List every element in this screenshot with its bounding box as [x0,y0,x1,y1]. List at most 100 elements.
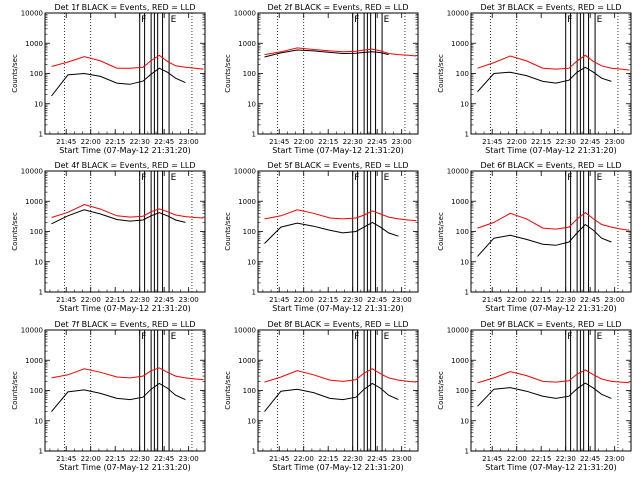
x-tick-label: 22:45 [580,138,600,146]
y-tick-label: 100 [30,70,43,78]
y-tick-label: 100 [30,387,43,395]
x-tick-label: 21:45 [269,138,289,146]
x-tick-label: 22:30 [130,296,150,304]
y-tick-label: 1000 [238,357,256,365]
panel-title: Det 6f BLACK = Events, RED = LLD [480,161,621,170]
marker-label: E [384,332,390,342]
lld-series-line [51,203,204,219]
x-axis-title: Start Time (07-May-12 21:31:20) [272,463,403,472]
plot-frame [44,170,206,293]
y-axis-label: Counts/sec [224,54,232,93]
y-axis-label: Counts/sec [11,212,19,251]
x-tick-label: 23:00 [179,138,199,146]
plot-frame [470,12,632,135]
y-axis-label: Counts/sec [437,371,445,410]
panel-title: Det 3f BLACK = Events, RED = LLD [480,3,621,12]
y-tick-label: 10000 [234,327,256,335]
marker-label: E [597,15,603,25]
x-tick-label: 22:30 [556,296,576,304]
x-tick-label: 22:30 [130,455,150,463]
plot-frame [257,170,419,293]
marker-label: F [354,15,359,25]
events-series-line [477,382,612,407]
x-axis-title: Start Time (07-May-12 21:31:20) [485,146,616,155]
y-axis-label: Counts/sec [437,54,445,93]
marker-label: F [567,173,572,183]
y-tick-label: 10000 [21,168,43,176]
x-tick-label: 23:00 [179,455,199,463]
y-tick-label: 1000 [25,357,43,365]
x-tick-label: 22:45 [154,455,174,463]
x-tick-label: 22:30 [130,138,150,146]
lld-series-line [477,211,630,231]
detector-panel: Det 2f BLACK = Events, RED = LLD Counts/s… [224,3,419,155]
x-tick-label: 22:15 [105,296,125,304]
x-tick-label: 22:30 [343,138,363,146]
y-tick-label: 100 [30,228,43,236]
x-axis-title: Start Time (07-May-12 21:31:20) [272,304,403,313]
x-axis-title: Start Time (07-May-12 21:31:20) [59,304,190,313]
detector-panel: Det 8f BLACK = Events, RED = LLD Counts/s… [224,320,419,472]
y-tick-label: 1 [252,448,256,456]
x-tick-label: 23:00 [605,138,625,146]
events-series-line [477,66,612,93]
lld-series-line [51,54,204,70]
x-tick-label: 22:30 [343,296,363,304]
x-tick-label: 22:30 [556,455,576,463]
lld-series-line [51,367,204,381]
detector-panel: Det 7f BLACK = Events, RED = LLD Counts/s… [11,320,206,472]
y-tick-label: 1 [39,448,43,456]
x-tick-label: 22:00 [81,455,101,463]
x-tick-label: 23:00 [392,455,412,463]
panel-title: Det 8f BLACK = Events, RED = LLD [267,320,408,329]
panel-title: Det 7f BLACK = Events, RED = LLD [54,320,195,329]
y-tick-label: 10 [34,258,43,266]
x-tick-label: 21:45 [269,296,289,304]
x-tick-label: 21:45 [482,138,502,146]
marker-label: F [141,173,146,183]
y-tick-label: 1000 [451,40,469,48]
x-axis-title: Start Time (07-May-12 21:31:20) [59,463,190,472]
y-tick-label: 10000 [447,10,469,18]
x-tick-label: 22:45 [154,138,174,146]
x-axis-title: Start Time (07-May-12 21:31:20) [485,463,616,472]
x-tick-label: 22:00 [81,296,101,304]
y-tick-label: 10000 [21,10,43,18]
events-series-line [264,221,399,244]
detector-panel: Det 9f BLACK = Events, RED = LLD Counts/s… [437,320,632,472]
x-tick-label: 22:15 [318,455,338,463]
detector-panel: Det 3f BLACK = Events, RED = LLD Counts/s… [437,3,632,155]
y-tick-label: 1 [252,289,256,297]
y-tick-label: 1 [39,131,43,139]
y-tick-label: 1 [252,131,256,139]
lld-series-line [264,47,417,57]
y-tick-label: 10 [460,417,469,425]
y-tick-label: 10 [34,417,43,425]
x-tick-label: 22:45 [154,296,174,304]
y-tick-label: 10000 [447,168,469,176]
events-series-line [477,223,612,257]
detector-panel: Det 4f BLACK = Events, RED = LLD Counts/s… [11,161,206,313]
y-tick-label: 1000 [25,198,43,206]
detector-panel: Det 5f BLACK = Events, RED = LLD Counts/s… [224,161,419,313]
events-series-line [51,382,186,412]
x-tick-label: 21:45 [482,455,502,463]
y-axis-label: Counts/sec [224,371,232,410]
x-tick-label: 22:00 [294,138,314,146]
y-axis-label: Counts/sec [224,212,232,251]
x-tick-label: 22:00 [81,138,101,146]
lld-series-line [477,369,630,384]
y-tick-label: 10 [247,417,256,425]
plot-frame [470,170,632,293]
x-tick-label: 22:45 [580,455,600,463]
x-tick-label: 22:15 [531,296,551,304]
marker-label: E [384,15,390,25]
plot-frame [257,329,419,452]
marker-label: F [567,332,572,342]
x-tick-label: 22:00 [507,138,527,146]
y-tick-label: 10000 [447,327,469,335]
x-tick-label: 22:15 [531,455,551,463]
x-tick-label: 23:00 [605,296,625,304]
marker-label: E [597,332,603,342]
